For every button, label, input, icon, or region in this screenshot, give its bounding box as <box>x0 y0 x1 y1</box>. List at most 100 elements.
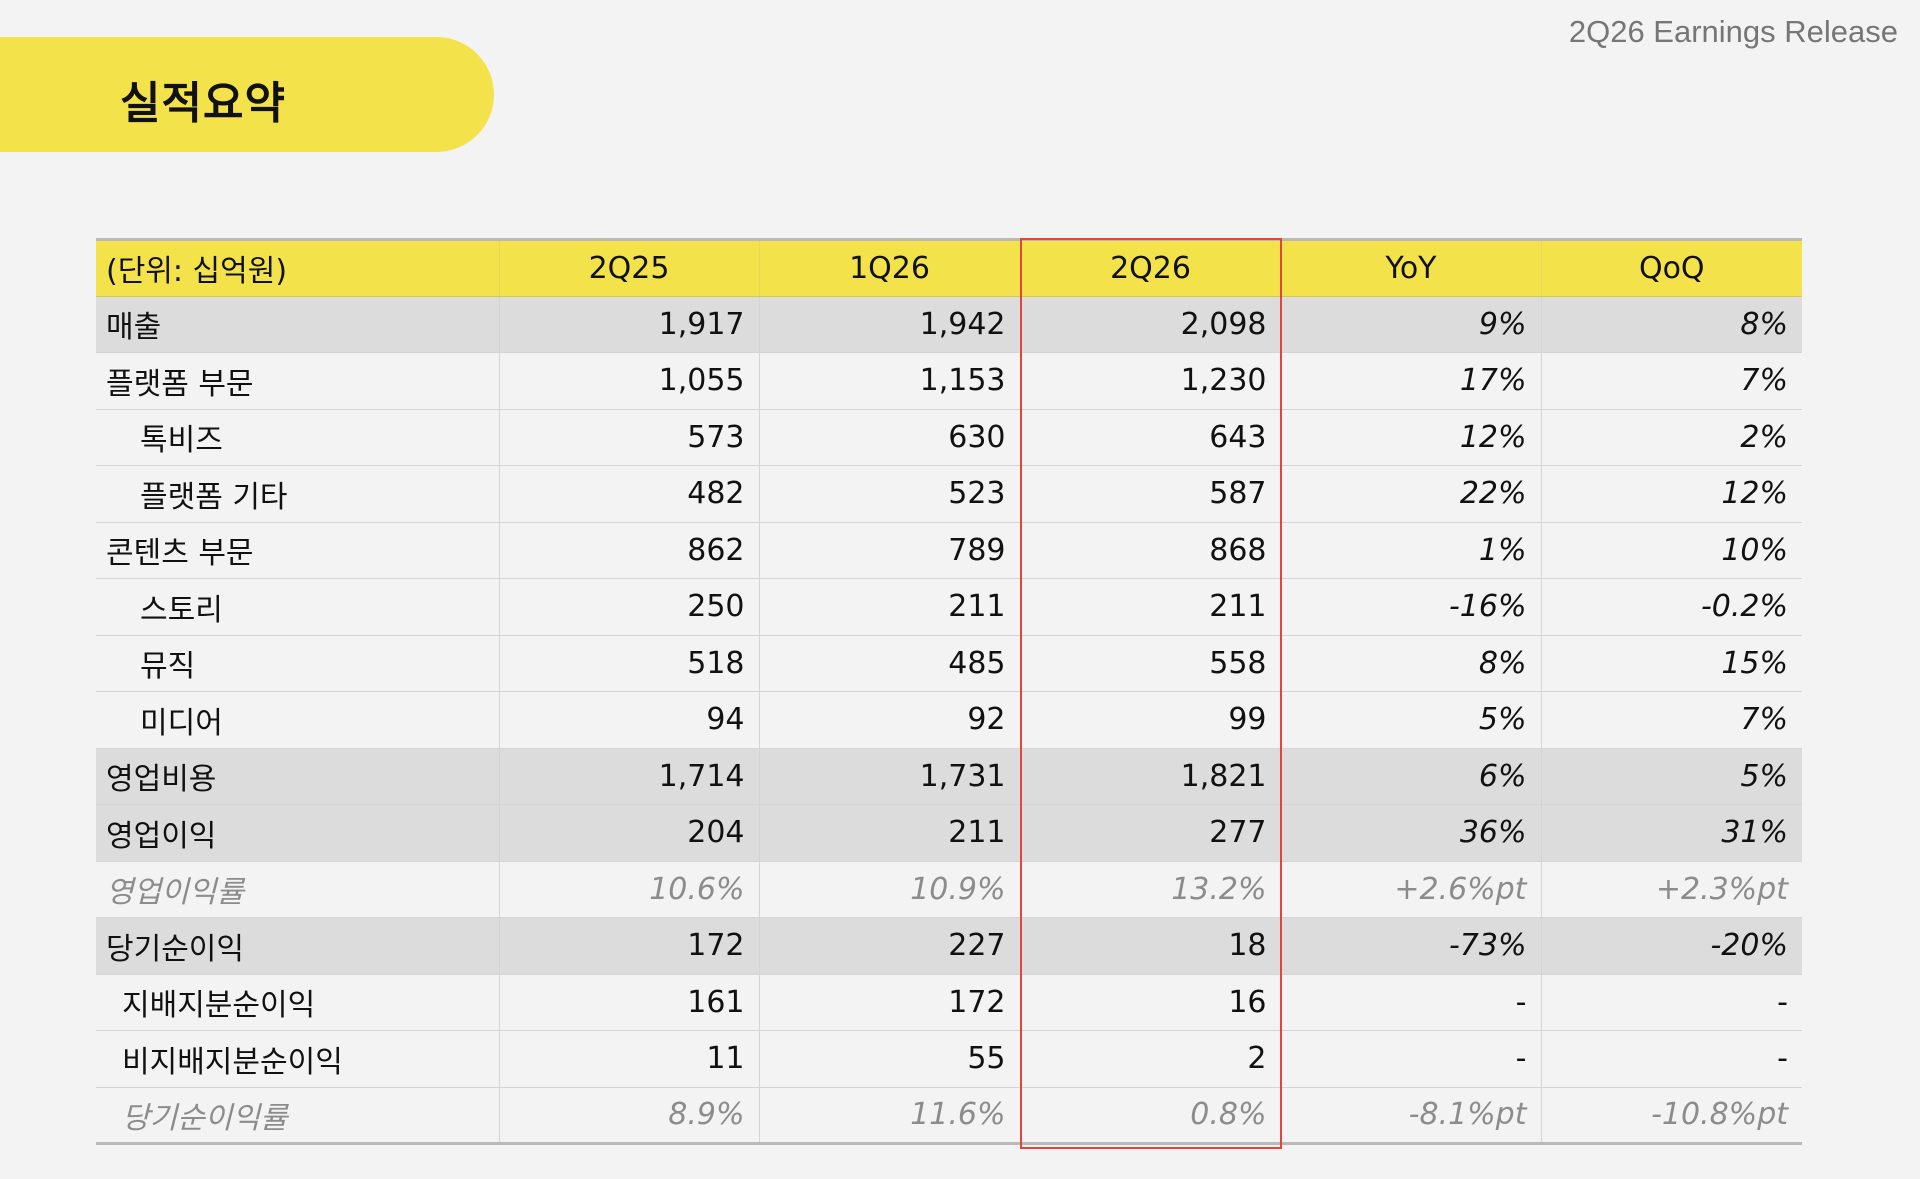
cell-yoy: 17% <box>1281 352 1542 410</box>
cell-qoq: 8% <box>1541 296 1802 353</box>
cell-2q26: 16 <box>1020 974 1282 1031</box>
cell-1q26: 11.6% <box>759 1087 1021 1145</box>
cell-1q26: 10.9% <box>759 861 1021 918</box>
cell-1q26: 1,731 <box>759 748 1021 805</box>
cell-2q26: 13.2% <box>1020 861 1282 918</box>
cell-2q25: 161 <box>499 974 760 1031</box>
cell-1q26: 92 <box>759 691 1021 749</box>
cell-2q26: 587 <box>1020 465 1282 523</box>
cell-1q26: 485 <box>759 635 1021 692</box>
table-header-row: (단위: 십억원) 2Q25 1Q26 2Q26 YoY QoQ <box>96 238 1802 297</box>
cell-qoq: -20% <box>1541 917 1802 975</box>
cell-qoq: -10.8%pt <box>1541 1087 1802 1145</box>
cell-1q26: 1,153 <box>759 352 1021 410</box>
row-label: 뮤직 <box>96 635 500 692</box>
cell-2q26: 1,821 <box>1020 748 1282 805</box>
row-label: 콘텐츠 부문 <box>96 522 500 579</box>
cell-yoy: -8.1%pt <box>1281 1087 1542 1145</box>
unit-header: (단위: 십억원) <box>96 238 500 297</box>
table-row: 영업이익률 10.6% 10.9% 13.2% +2.6%pt +2.3%pt <box>96 861 1802 918</box>
cell-qoq: - <box>1541 974 1802 1031</box>
table-row: 당기순이익률 8.9% 11.6% 0.8% -8.1%pt -10.8%pt <box>96 1087 1802 1145</box>
cell-2q25: 250 <box>499 578 760 636</box>
row-label: 영업이익률 <box>96 861 500 918</box>
table-row: 당기순이익 172 227 18 -73% -20% <box>96 917 1802 975</box>
cell-qoq: 7% <box>1541 691 1802 749</box>
page-title: 실적요약 <box>120 78 286 129</box>
cell-yoy: - <box>1281 974 1542 1031</box>
cell-2q26: 2 <box>1020 1030 1282 1088</box>
table-row: 비지배지분순이익 11 55 2 - - <box>96 1030 1802 1088</box>
row-label: 플랫폼 기타 <box>96 465 500 523</box>
cell-1q26: 172 <box>759 974 1021 1031</box>
cell-2q26: 99 <box>1020 691 1282 749</box>
row-label: 지배지분순이익 <box>96 974 500 1031</box>
cell-qoq: 15% <box>1541 635 1802 692</box>
earnings-summary-table: (단위: 십억원) 2Q25 1Q26 2Q26 YoY QoQ 매출 1,91… <box>96 238 1802 1145</box>
cell-1q26: 1,942 <box>759 296 1021 353</box>
cell-1q26: 211 <box>759 804 1021 862</box>
cell-2q25: 1,055 <box>499 352 760 410</box>
cell-2q25: 172 <box>499 917 760 975</box>
column-header-qoq: QoQ <box>1541 238 1802 297</box>
table-row: 플랫폼 기타 482 523 587 22% 12% <box>96 465 1802 523</box>
cell-2q25: 573 <box>499 409 760 466</box>
row-label: 스토리 <box>96 578 500 636</box>
row-label: 당기순이익률 <box>96 1087 500 1145</box>
cell-yoy: 22% <box>1281 465 1542 523</box>
cell-yoy: 9% <box>1281 296 1542 353</box>
row-label: 매출 <box>96 296 500 353</box>
cell-2q25: 1,917 <box>499 296 760 353</box>
cell-1q26: 55 <box>759 1030 1021 1088</box>
cell-2q25: 11 <box>499 1030 760 1088</box>
cell-qoq: -0.2% <box>1541 578 1802 636</box>
table-row: 스토리 250 211 211 -16% -0.2% <box>96 578 1802 636</box>
cell-yoy: 36% <box>1281 804 1542 862</box>
table-row: 뮤직 518 485 558 8% 15% <box>96 635 1802 692</box>
column-header-2q25: 2Q25 <box>499 238 760 297</box>
table-row: 매출 1,917 1,942 2,098 9% 8% <box>96 296 1802 353</box>
cell-1q26: 227 <box>759 917 1021 975</box>
table-row: 톡비즈 573 630 643 12% 2% <box>96 409 1802 466</box>
cell-2q25: 1,714 <box>499 748 760 805</box>
table-row: 콘텐츠 부문 862 789 868 1% 10% <box>96 522 1802 579</box>
cell-2q25: 862 <box>499 522 760 579</box>
row-label: 플랫폼 부문 <box>96 352 500 410</box>
title-banner: 실적요약 <box>0 37 494 152</box>
cell-yoy: 8% <box>1281 635 1542 692</box>
cell-1q26: 789 <box>759 522 1021 579</box>
table-row: 플랫폼 부문 1,055 1,153 1,230 17% 7% <box>96 352 1802 410</box>
cell-2q25: 10.6% <box>499 861 760 918</box>
row-label: 톡비즈 <box>96 409 500 466</box>
cell-qoq: 7% <box>1541 352 1802 410</box>
earnings-release-label: 2Q26 Earnings Release <box>1568 14 1898 49</box>
column-header-2q26: 2Q26 <box>1020 238 1282 297</box>
cell-yoy: -16% <box>1281 578 1542 636</box>
cell-2q26: 211 <box>1020 578 1282 636</box>
cell-yoy: 1% <box>1281 522 1542 579</box>
cell-1q26: 523 <box>759 465 1021 523</box>
cell-yoy: +2.6%pt <box>1281 861 1542 918</box>
cell-2q26: 2,098 <box>1020 296 1282 353</box>
cell-2q26: 558 <box>1020 635 1282 692</box>
cell-qoq: 12% <box>1541 465 1802 523</box>
row-label: 영업이익 <box>96 804 500 862</box>
cell-2q25: 482 <box>499 465 760 523</box>
cell-yoy: 12% <box>1281 409 1542 466</box>
cell-2q25: 518 <box>499 635 760 692</box>
cell-2q25: 8.9% <box>499 1087 760 1145</box>
column-header-yoy: YoY <box>1281 238 1542 297</box>
cell-qoq: - <box>1541 1030 1802 1088</box>
table-row: 영업비용 1,714 1,731 1,821 6% 5% <box>96 748 1802 805</box>
cell-2q26: 868 <box>1020 522 1282 579</box>
cell-2q26: 18 <box>1020 917 1282 975</box>
cell-2q26: 0.8% <box>1020 1087 1282 1145</box>
column-header-1q26: 1Q26 <box>759 238 1021 297</box>
cell-1q26: 630 <box>759 409 1021 466</box>
row-label: 당기순이익 <box>96 917 500 975</box>
cell-qoq: 2% <box>1541 409 1802 466</box>
cell-yoy: -73% <box>1281 917 1542 975</box>
cell-2q26: 643 <box>1020 409 1282 466</box>
row-label: 미디어 <box>96 691 500 749</box>
cell-2q25: 204 <box>499 804 760 862</box>
